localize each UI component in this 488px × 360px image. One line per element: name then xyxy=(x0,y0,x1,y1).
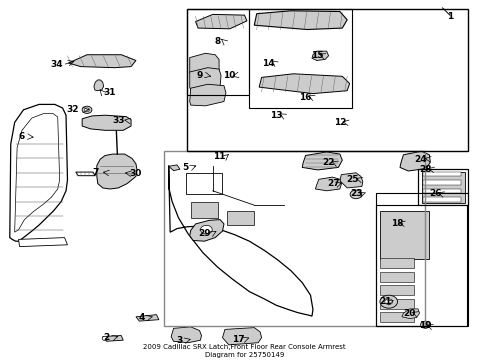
Text: 29: 29 xyxy=(198,229,210,238)
Polygon shape xyxy=(97,154,137,189)
Text: 13: 13 xyxy=(269,111,282,120)
Text: 5: 5 xyxy=(183,163,188,172)
Polygon shape xyxy=(136,315,159,321)
Polygon shape xyxy=(311,51,328,60)
Bar xyxy=(380,299,413,309)
Polygon shape xyxy=(68,55,136,68)
Text: 15: 15 xyxy=(310,51,323,60)
Text: 27: 27 xyxy=(326,179,339,188)
Text: 8: 8 xyxy=(214,37,220,46)
Bar xyxy=(375,205,467,326)
Polygon shape xyxy=(19,238,67,247)
Text: 23: 23 xyxy=(350,189,363,198)
Polygon shape xyxy=(302,152,342,170)
Bar xyxy=(422,172,460,176)
Circle shape xyxy=(420,321,429,328)
Circle shape xyxy=(384,299,392,305)
Text: 14: 14 xyxy=(261,58,274,68)
Polygon shape xyxy=(315,177,341,191)
Bar xyxy=(380,211,428,259)
Polygon shape xyxy=(189,220,224,241)
Polygon shape xyxy=(15,113,60,232)
Bar xyxy=(380,285,413,295)
Bar xyxy=(380,258,413,268)
Ellipse shape xyxy=(194,76,215,85)
Text: 7: 7 xyxy=(92,168,99,177)
Text: 3: 3 xyxy=(177,336,183,345)
Text: 12: 12 xyxy=(333,118,346,127)
Text: 10: 10 xyxy=(222,71,235,80)
Text: 11: 11 xyxy=(212,152,225,161)
Bar xyxy=(417,169,467,205)
Text: 18: 18 xyxy=(390,219,403,228)
Polygon shape xyxy=(222,328,261,345)
Text: 33: 33 xyxy=(112,116,124,125)
Text: 26: 26 xyxy=(428,189,441,198)
Text: 2009 Cadillac SRX Latch,Front Floor Rear Console Armrest
Diagram for 25750149: 2009 Cadillac SRX Latch,Front Floor Rear… xyxy=(143,344,345,358)
Bar xyxy=(249,9,351,108)
Text: 6: 6 xyxy=(19,132,25,141)
Bar xyxy=(185,173,222,194)
Polygon shape xyxy=(10,104,67,241)
Text: 17: 17 xyxy=(232,335,244,343)
Text: 22: 22 xyxy=(322,158,334,167)
Polygon shape xyxy=(82,115,131,130)
Text: 32: 32 xyxy=(66,105,79,114)
Bar xyxy=(380,271,413,282)
Bar xyxy=(422,189,460,193)
Polygon shape xyxy=(399,151,429,171)
Polygon shape xyxy=(254,11,346,30)
Circle shape xyxy=(379,295,397,308)
Text: 9: 9 xyxy=(196,71,203,80)
Bar xyxy=(417,169,468,205)
Text: 4: 4 xyxy=(138,313,145,322)
Text: 16: 16 xyxy=(299,93,311,102)
Polygon shape xyxy=(168,166,312,316)
Text: 24: 24 xyxy=(413,154,426,163)
Bar xyxy=(227,211,254,225)
Text: 19: 19 xyxy=(418,321,431,330)
Circle shape xyxy=(84,108,89,112)
Polygon shape xyxy=(94,80,103,91)
Text: 1: 1 xyxy=(446,12,452,21)
Text: 31: 31 xyxy=(103,88,116,97)
Polygon shape xyxy=(401,309,419,319)
Polygon shape xyxy=(102,336,123,341)
Circle shape xyxy=(200,225,212,234)
Circle shape xyxy=(82,106,92,113)
Bar xyxy=(375,193,468,326)
Polygon shape xyxy=(189,68,221,91)
Polygon shape xyxy=(339,173,362,188)
Polygon shape xyxy=(168,165,180,171)
Bar xyxy=(186,9,249,95)
Text: 34: 34 xyxy=(50,60,62,69)
Bar xyxy=(380,312,413,322)
Bar xyxy=(163,151,425,326)
Polygon shape xyxy=(76,172,95,176)
Text: 25: 25 xyxy=(345,175,358,184)
Bar xyxy=(190,202,217,218)
Text: 28: 28 xyxy=(418,165,431,174)
Polygon shape xyxy=(259,74,349,94)
Polygon shape xyxy=(171,327,201,343)
Bar xyxy=(422,180,460,185)
Polygon shape xyxy=(189,53,219,76)
Bar xyxy=(186,9,468,151)
Ellipse shape xyxy=(197,91,218,100)
Polygon shape xyxy=(189,84,225,106)
Text: 20: 20 xyxy=(403,309,415,318)
Circle shape xyxy=(102,336,108,341)
Ellipse shape xyxy=(194,61,214,70)
Circle shape xyxy=(349,190,361,199)
Text: 2: 2 xyxy=(103,333,109,342)
Text: 30: 30 xyxy=(129,169,142,178)
Polygon shape xyxy=(195,14,246,29)
Bar xyxy=(422,197,460,202)
Text: 21: 21 xyxy=(378,297,391,306)
Bar xyxy=(421,172,464,203)
